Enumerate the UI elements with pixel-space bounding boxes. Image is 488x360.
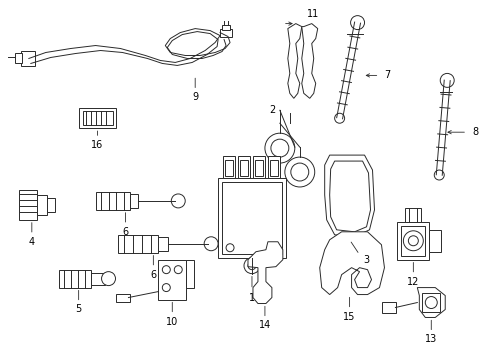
- Circle shape: [290, 163, 308, 181]
- Text: 5: 5: [75, 305, 81, 315]
- Bar: [397, 222, 428, 260]
- Polygon shape: [416, 288, 444, 318]
- Bar: [95, 192, 130, 210]
- Bar: [186, 260, 194, 288]
- Text: 8: 8: [471, 127, 477, 137]
- Text: 6: 6: [122, 227, 128, 237]
- Bar: [222, 24, 229, 30]
- Circle shape: [171, 194, 185, 208]
- Circle shape: [269, 244, 277, 252]
- Circle shape: [174, 266, 182, 274]
- Bar: [158, 237, 168, 251]
- Circle shape: [162, 266, 170, 274]
- Bar: [220, 28, 232, 37]
- Circle shape: [350, 15, 364, 30]
- Bar: [252, 156, 264, 178]
- Bar: [254, 160, 263, 176]
- Circle shape: [247, 262, 255, 270]
- Bar: [218, 178, 285, 258]
- Circle shape: [162, 284, 170, 292]
- Bar: [82, 111, 112, 125]
- Text: 16: 16: [91, 140, 103, 150]
- Bar: [223, 156, 235, 178]
- Text: 1: 1: [248, 293, 255, 302]
- Circle shape: [285, 157, 314, 187]
- Polygon shape: [301, 24, 317, 98]
- Bar: [130, 194, 138, 208]
- Text: 15: 15: [343, 312, 355, 323]
- Text: 6: 6: [150, 270, 156, 280]
- Bar: [269, 160, 277, 176]
- Text: 9: 9: [192, 92, 198, 102]
- Circle shape: [102, 272, 115, 285]
- Circle shape: [203, 237, 218, 251]
- Bar: [267, 156, 279, 178]
- Bar: [116, 293, 130, 302]
- Polygon shape: [287, 24, 301, 98]
- Text: 4: 4: [29, 237, 35, 247]
- Bar: [158, 260, 186, 300]
- Circle shape: [344, 235, 354, 245]
- Text: 11: 11: [306, 9, 318, 19]
- Text: 2: 2: [268, 105, 274, 115]
- Bar: [15, 54, 22, 63]
- Polygon shape: [329, 161, 370, 232]
- Bar: [382, 302, 396, 314]
- Bar: [222, 182, 281, 254]
- Circle shape: [244, 258, 260, 274]
- Bar: [422, 293, 439, 312]
- Circle shape: [425, 297, 436, 309]
- Polygon shape: [324, 155, 374, 237]
- Bar: [405, 208, 421, 222]
- Text: 14: 14: [258, 320, 270, 330]
- Bar: [401, 226, 425, 256]
- Circle shape: [403, 231, 423, 251]
- Circle shape: [407, 236, 417, 246]
- Circle shape: [334, 113, 344, 123]
- Circle shape: [264, 133, 294, 163]
- Text: 10: 10: [166, 318, 178, 328]
- Bar: [79, 108, 116, 128]
- Text: 3: 3: [363, 255, 369, 265]
- Bar: [47, 198, 55, 212]
- Text: 7: 7: [384, 71, 390, 80]
- Bar: [19, 190, 37, 220]
- Bar: [21, 50, 35, 67]
- Bar: [59, 270, 90, 288]
- Circle shape: [433, 170, 443, 180]
- Bar: [37, 195, 47, 215]
- Bar: [428, 230, 440, 252]
- Circle shape: [439, 73, 453, 87]
- Bar: [118, 235, 158, 253]
- Circle shape: [225, 244, 234, 252]
- Text: 13: 13: [424, 334, 436, 345]
- Bar: [224, 160, 233, 176]
- Bar: [238, 156, 249, 178]
- Polygon shape: [247, 242, 282, 303]
- Text: 12: 12: [407, 276, 419, 287]
- Bar: [240, 160, 247, 176]
- Bar: [90, 273, 104, 285]
- Polygon shape: [319, 232, 384, 294]
- Circle shape: [270, 139, 288, 157]
